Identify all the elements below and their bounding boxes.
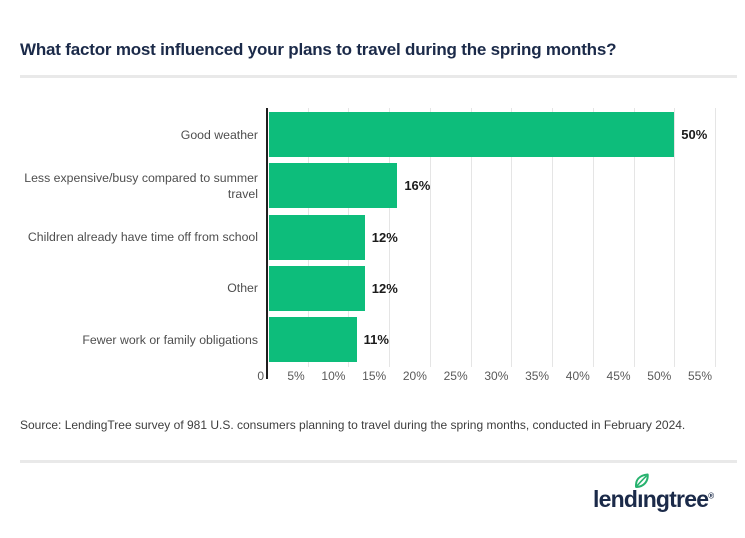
x-axis-tick-label: 55% [687,369,713,383]
y-axis-line [266,108,268,379]
bar [269,317,357,363]
gridline [592,108,594,367]
bar-value-label: 12% [371,280,398,296]
divider-bottom [20,460,737,463]
bar [269,112,675,157]
bar-value-label: 50% [681,127,708,142]
gridline [511,108,513,367]
registered-trademark: ® [708,491,715,501]
divider-top [20,75,737,78]
logo-letter-i: ı [635,473,649,513]
category-label: Fewer work or family obligations [82,332,258,347]
bar [269,163,398,209]
bar [269,214,365,260]
gridline [552,108,554,367]
leaf-icon [635,473,649,488]
x-axis-tick-label: 0 [257,369,264,383]
gridline [633,108,635,367]
gridline [429,108,431,367]
x-axis-tick-label: 45% [606,369,631,383]
bar-value-label: 16% [404,178,431,194]
logo-text-lend: lend [593,486,638,512]
x-axis-tick-label: 20% [402,369,427,383]
x-axis-tick-label: 25% [443,369,468,383]
x-axis-tick-label: 30% [484,369,509,383]
source-note: Source: LendingTree survey of 981 U.S. c… [20,418,686,432]
x-axis-tick-label: 35% [525,369,550,383]
gridline [389,108,391,367]
bar [269,265,365,311]
logo-dotless-i: ı [637,486,643,512]
category-label: Other [227,281,258,296]
x-axis-tick-label: 5% [287,369,305,383]
x-axis-tick-label: 10% [321,369,346,383]
bar-value-label: 11% [363,332,389,348]
gridline [470,108,472,367]
category-label: Less expensive/busy compared to summer t… [24,170,258,201]
gridline [674,108,676,367]
logo-text-ngtree: ngtree [642,486,709,512]
gridline [715,108,717,367]
category-label: Children already have time off from scho… [27,230,258,245]
category-label: Good weather [180,127,258,142]
bar-value-label: 12% [371,229,398,245]
lendingtree-logo: lendı ngtree® [593,473,715,513]
chart-title: What factor most influenced your plans t… [20,40,617,59]
x-axis-tick-label: 40% [565,369,590,383]
horizontal-bar-chart: 0 5% 10% 15% 20% 25% 30% 35% 40% 45% 50% 55% Good we… [24,108,717,383]
x-axis-tick-label: 15% [362,369,387,383]
x-axis-tick-label: 50% [647,369,672,383]
